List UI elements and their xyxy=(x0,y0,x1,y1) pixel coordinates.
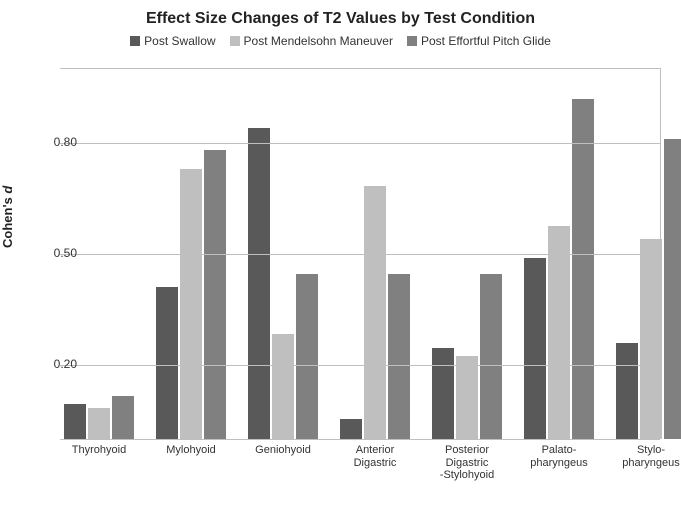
bar xyxy=(272,334,294,439)
bar xyxy=(456,356,478,439)
bar xyxy=(364,186,386,439)
plot-area xyxy=(60,68,661,439)
x-tick-label: Anterior Digastric xyxy=(354,444,397,469)
legend-item: Post Effortful Pitch Glide xyxy=(407,34,551,48)
y-tick-label: 0.20 xyxy=(43,357,77,371)
bar xyxy=(112,396,134,439)
legend-item: Post Swallow xyxy=(130,34,215,48)
bar xyxy=(664,139,681,439)
bar xyxy=(88,408,110,439)
y-axis-label-text: Cohen's xyxy=(0,194,15,248)
bar xyxy=(296,274,318,439)
bar xyxy=(204,150,226,439)
bar xyxy=(64,404,86,439)
gridline xyxy=(60,254,660,255)
gridline xyxy=(60,365,660,366)
bar xyxy=(548,226,570,439)
x-axis-labels: Thyrohyoid Mylohyoid Geniohyoid Anterior Di… xyxy=(60,442,660,492)
x-tick-label: Posterior Digastric -Stylohyoid xyxy=(440,444,494,482)
y-axis-label: Cohen's d xyxy=(0,186,15,248)
legend-item: Post Mendelsohn Maneuver xyxy=(230,34,393,48)
bar xyxy=(248,128,270,439)
legend-label: Post Swallow xyxy=(144,34,215,48)
x-tick-label: Stylo- pharyngeus xyxy=(622,444,680,469)
legend-label: Post Mendelsohn Maneuver xyxy=(244,34,393,48)
legend-swatch xyxy=(130,36,140,46)
x-tick-label: Palato- pharyngeus xyxy=(530,444,588,469)
bar xyxy=(524,258,546,439)
bar xyxy=(180,169,202,439)
x-tick-label: Mylohyoid xyxy=(166,444,216,457)
legend: Post Swallow Post Mendelsohn Maneuver Post… xyxy=(10,34,671,48)
bar xyxy=(388,274,410,439)
chart-container: Effect Size Changes of T2 Values by Test… xyxy=(0,0,681,506)
y-tick-label: 0.50 xyxy=(43,246,77,260)
bar xyxy=(640,239,662,439)
legend-label: Post Effortful Pitch Glide xyxy=(421,34,551,48)
y-tick-label: 0.80 xyxy=(43,135,77,149)
x-tick-label: Thyrohyoid xyxy=(72,444,126,457)
bar xyxy=(572,99,594,439)
bar xyxy=(156,287,178,439)
bar xyxy=(616,343,638,439)
y-axis-label-ital: d xyxy=(0,186,15,194)
chart-title: Effect Size Changes of T2 Values by Test… xyxy=(10,10,671,28)
legend-swatch xyxy=(407,36,417,46)
gridline xyxy=(60,143,660,144)
bar xyxy=(340,419,362,439)
bar xyxy=(432,348,454,439)
bar xyxy=(480,274,502,439)
legend-swatch xyxy=(230,36,240,46)
x-tick-label: Geniohyoid xyxy=(255,444,311,457)
gridline xyxy=(60,439,660,440)
